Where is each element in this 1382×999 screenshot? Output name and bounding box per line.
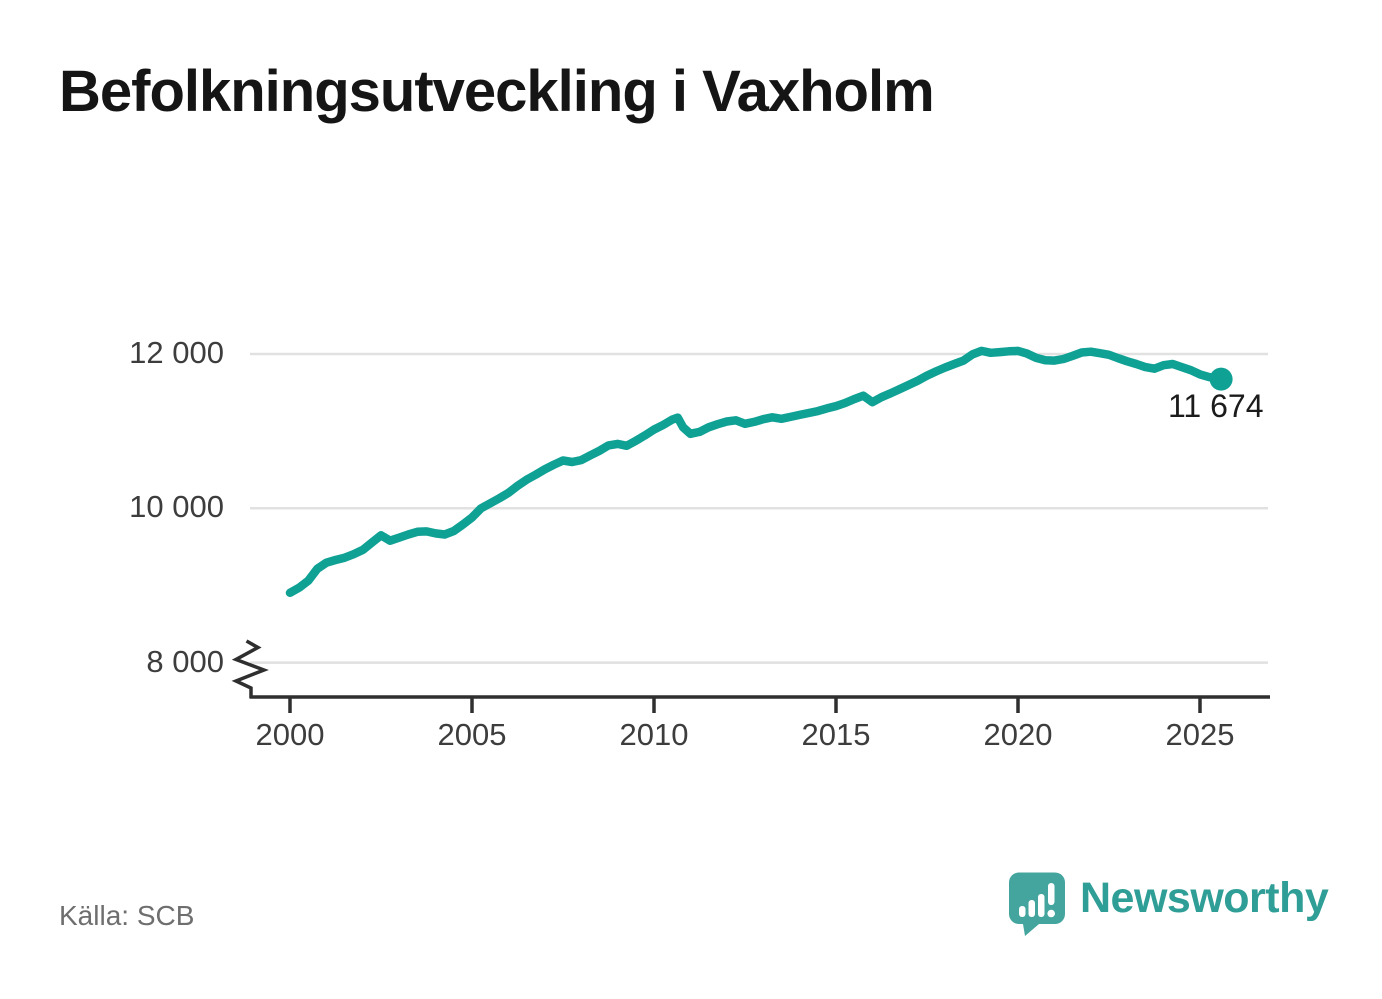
y-axis-break-icon <box>231 639 269 699</box>
y-tick-label: 12 000 <box>129 335 224 370</box>
x-tick-label: 2000 <box>255 717 325 752</box>
y-tick-label: 10 000 <box>129 489 224 525</box>
x-tick-marks <box>288 697 1202 713</box>
end-value-label: 11 674 <box>1168 388 1264 424</box>
x-tick-label: 2015 <box>801 717 871 752</box>
x-tick-label: 2025 <box>1165 717 1235 752</box>
source-label: Källa: SCB <box>59 900 195 931</box>
last-point-marker <box>1209 367 1233 391</box>
population-line-series <box>285 346 1226 598</box>
y-tick-label: 8 000 <box>146 643 224 679</box>
newsworthy-bubble-icon <box>1009 872 1065 936</box>
x-tick-label: 2010 <box>619 717 689 752</box>
x-tick-label: 2020 <box>983 717 1053 752</box>
newsworthy-logo: Newsworthy <box>1008 872 1329 937</box>
gridlines <box>250 352 1268 664</box>
newsworthy-logo-text: Newsworthy <box>1080 874 1329 922</box>
page-title: Befolkningsutveckling i Vaxholm <box>59 59 935 124</box>
x-tick-label: 2005 <box>437 717 507 752</box>
